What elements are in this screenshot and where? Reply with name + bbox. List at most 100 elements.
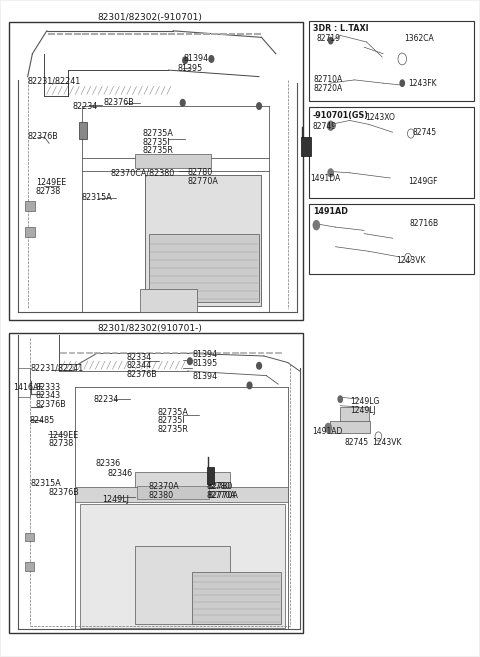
Circle shape xyxy=(257,102,262,109)
Text: 82780: 82780 xyxy=(206,482,230,491)
Text: 82749: 82749 xyxy=(312,122,336,131)
Circle shape xyxy=(183,57,188,64)
Text: 1243FK: 1243FK xyxy=(408,79,437,88)
Text: 82376B: 82376B xyxy=(36,400,67,409)
Bar xyxy=(309,204,474,274)
Circle shape xyxy=(312,220,320,231)
Text: 82336: 82336 xyxy=(96,459,121,468)
Text: 82234: 82234 xyxy=(72,102,97,110)
Text: 1243VK: 1243VK xyxy=(372,438,402,447)
Text: 1249GF: 1249GF xyxy=(408,177,437,187)
Bar xyxy=(18,368,30,397)
Text: 82315A: 82315A xyxy=(31,479,62,488)
Circle shape xyxy=(247,382,252,389)
Text: 81395: 81395 xyxy=(192,359,217,368)
Bar xyxy=(135,154,211,168)
Text: 82770A: 82770A xyxy=(206,491,236,500)
Bar xyxy=(75,487,288,502)
Text: 82745: 82745 xyxy=(345,438,369,447)
Text: 1249LJ: 1249LJ xyxy=(103,495,130,505)
Text: 82344: 82344 xyxy=(126,361,152,371)
Bar xyxy=(135,546,230,624)
Text: 1416AF: 1416AF xyxy=(13,383,43,392)
Bar xyxy=(340,407,369,423)
Bar xyxy=(25,533,34,541)
Text: -910701(GS): -910701(GS) xyxy=(313,111,369,120)
Bar xyxy=(330,421,370,433)
Text: 1249LJ: 1249LJ xyxy=(350,406,375,415)
Text: 82376B: 82376B xyxy=(126,370,157,379)
Text: 82301/82302(910701-): 82301/82302(910701-) xyxy=(97,324,202,333)
Text: 1249EE: 1249EE xyxy=(36,178,66,187)
Bar xyxy=(9,22,303,320)
Text: 82735I: 82735I xyxy=(142,137,170,147)
Circle shape xyxy=(337,396,343,403)
Text: 82710A: 82710A xyxy=(314,76,343,84)
Text: 82370CA/82380: 82370CA/82380 xyxy=(110,168,174,177)
Text: 82376B: 82376B xyxy=(28,132,59,141)
Text: 82720A: 82720A xyxy=(314,84,343,93)
Text: 82738: 82738 xyxy=(48,439,73,448)
Text: 82716B: 82716B xyxy=(410,219,439,229)
Text: 82301/82302(-910701): 82301/82302(-910701) xyxy=(97,13,202,22)
Text: 82738: 82738 xyxy=(36,187,61,196)
Circle shape xyxy=(324,422,332,433)
Text: 82234: 82234 xyxy=(93,395,118,403)
Text: 82346: 82346 xyxy=(108,469,132,478)
Text: 82343: 82343 xyxy=(36,392,61,400)
Circle shape xyxy=(327,168,334,177)
Circle shape xyxy=(188,358,192,365)
Bar xyxy=(25,562,34,570)
Bar xyxy=(309,21,474,101)
Text: 82735I: 82735I xyxy=(158,417,186,425)
Text: 82333: 82333 xyxy=(36,383,61,392)
Text: 82770A: 82770A xyxy=(188,177,218,186)
Text: 1491AD: 1491AD xyxy=(313,207,348,216)
Text: 1491DA: 1491DA xyxy=(311,173,341,183)
Text: 81394: 81394 xyxy=(192,350,217,359)
Bar xyxy=(80,504,285,628)
Circle shape xyxy=(327,120,335,131)
Text: 82735R: 82735R xyxy=(142,146,173,155)
Text: 82376B: 82376B xyxy=(104,98,135,106)
Circle shape xyxy=(328,37,334,45)
Text: 1249LG: 1249LG xyxy=(350,397,379,406)
Bar xyxy=(192,572,281,624)
Text: 82735A: 82735A xyxy=(142,129,173,138)
Text: 82719: 82719 xyxy=(316,34,340,43)
Text: 81394: 81394 xyxy=(184,55,209,64)
Text: 82485: 82485 xyxy=(29,416,54,424)
Text: 82770A: 82770A xyxy=(207,491,239,500)
Text: 82735A: 82735A xyxy=(158,408,189,417)
Bar xyxy=(79,122,87,139)
Text: 82231/82241: 82231/82241 xyxy=(30,364,83,373)
Text: 82745: 82745 xyxy=(413,127,437,137)
Text: 1249EE: 1249EE xyxy=(48,430,78,440)
Circle shape xyxy=(257,363,262,369)
Text: 81395: 81395 xyxy=(178,64,203,73)
Bar xyxy=(309,107,474,198)
Text: 82370A: 82370A xyxy=(148,482,179,491)
Text: 82231/82241: 82231/82241 xyxy=(28,77,81,85)
Circle shape xyxy=(209,56,214,62)
Bar xyxy=(9,333,303,633)
Bar xyxy=(135,472,230,492)
Text: 1491AD: 1491AD xyxy=(312,427,343,436)
Circle shape xyxy=(180,99,185,106)
Bar xyxy=(300,137,311,156)
Bar xyxy=(137,486,209,499)
Text: 82376B: 82376B xyxy=(48,487,79,497)
Text: 82735R: 82735R xyxy=(158,424,189,434)
Bar xyxy=(25,227,35,237)
Bar xyxy=(144,175,262,306)
Text: 82315A: 82315A xyxy=(82,193,112,202)
Text: 1243XO: 1243XO xyxy=(365,114,395,122)
Bar xyxy=(140,289,197,312)
Text: 82780: 82780 xyxy=(188,168,213,177)
Text: 81394: 81394 xyxy=(192,373,217,382)
Text: 82380: 82380 xyxy=(148,491,173,500)
Bar xyxy=(206,466,214,484)
Text: 1362CA: 1362CA xyxy=(405,34,434,43)
Text: 82334: 82334 xyxy=(126,353,152,362)
Text: 3DR : L.TAXI: 3DR : L.TAXI xyxy=(313,24,369,34)
